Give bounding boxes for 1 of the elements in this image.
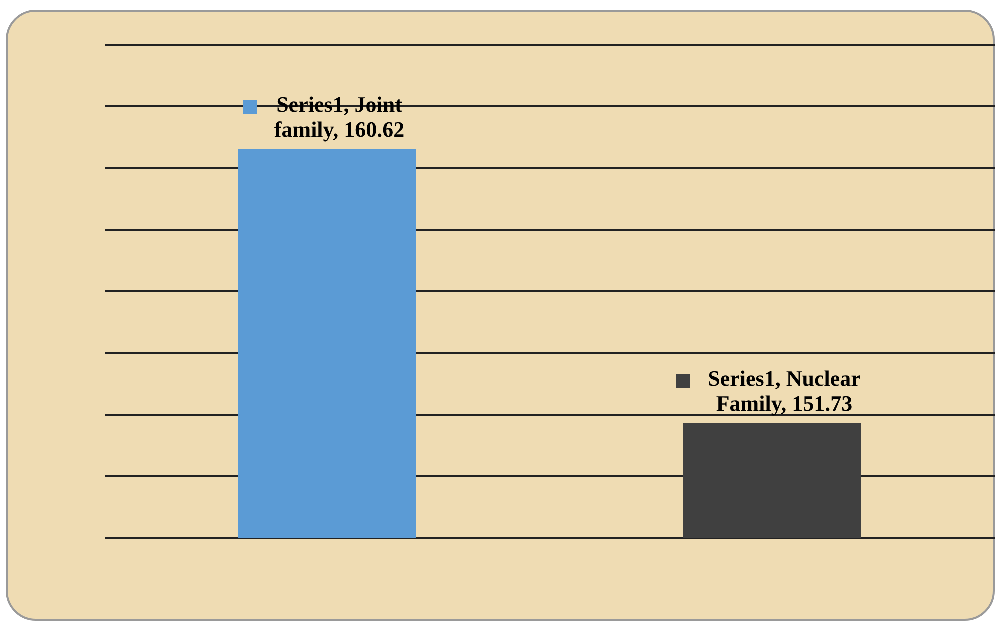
data-label: Series1, Nuclear Family, 151.73	[708, 366, 862, 416]
